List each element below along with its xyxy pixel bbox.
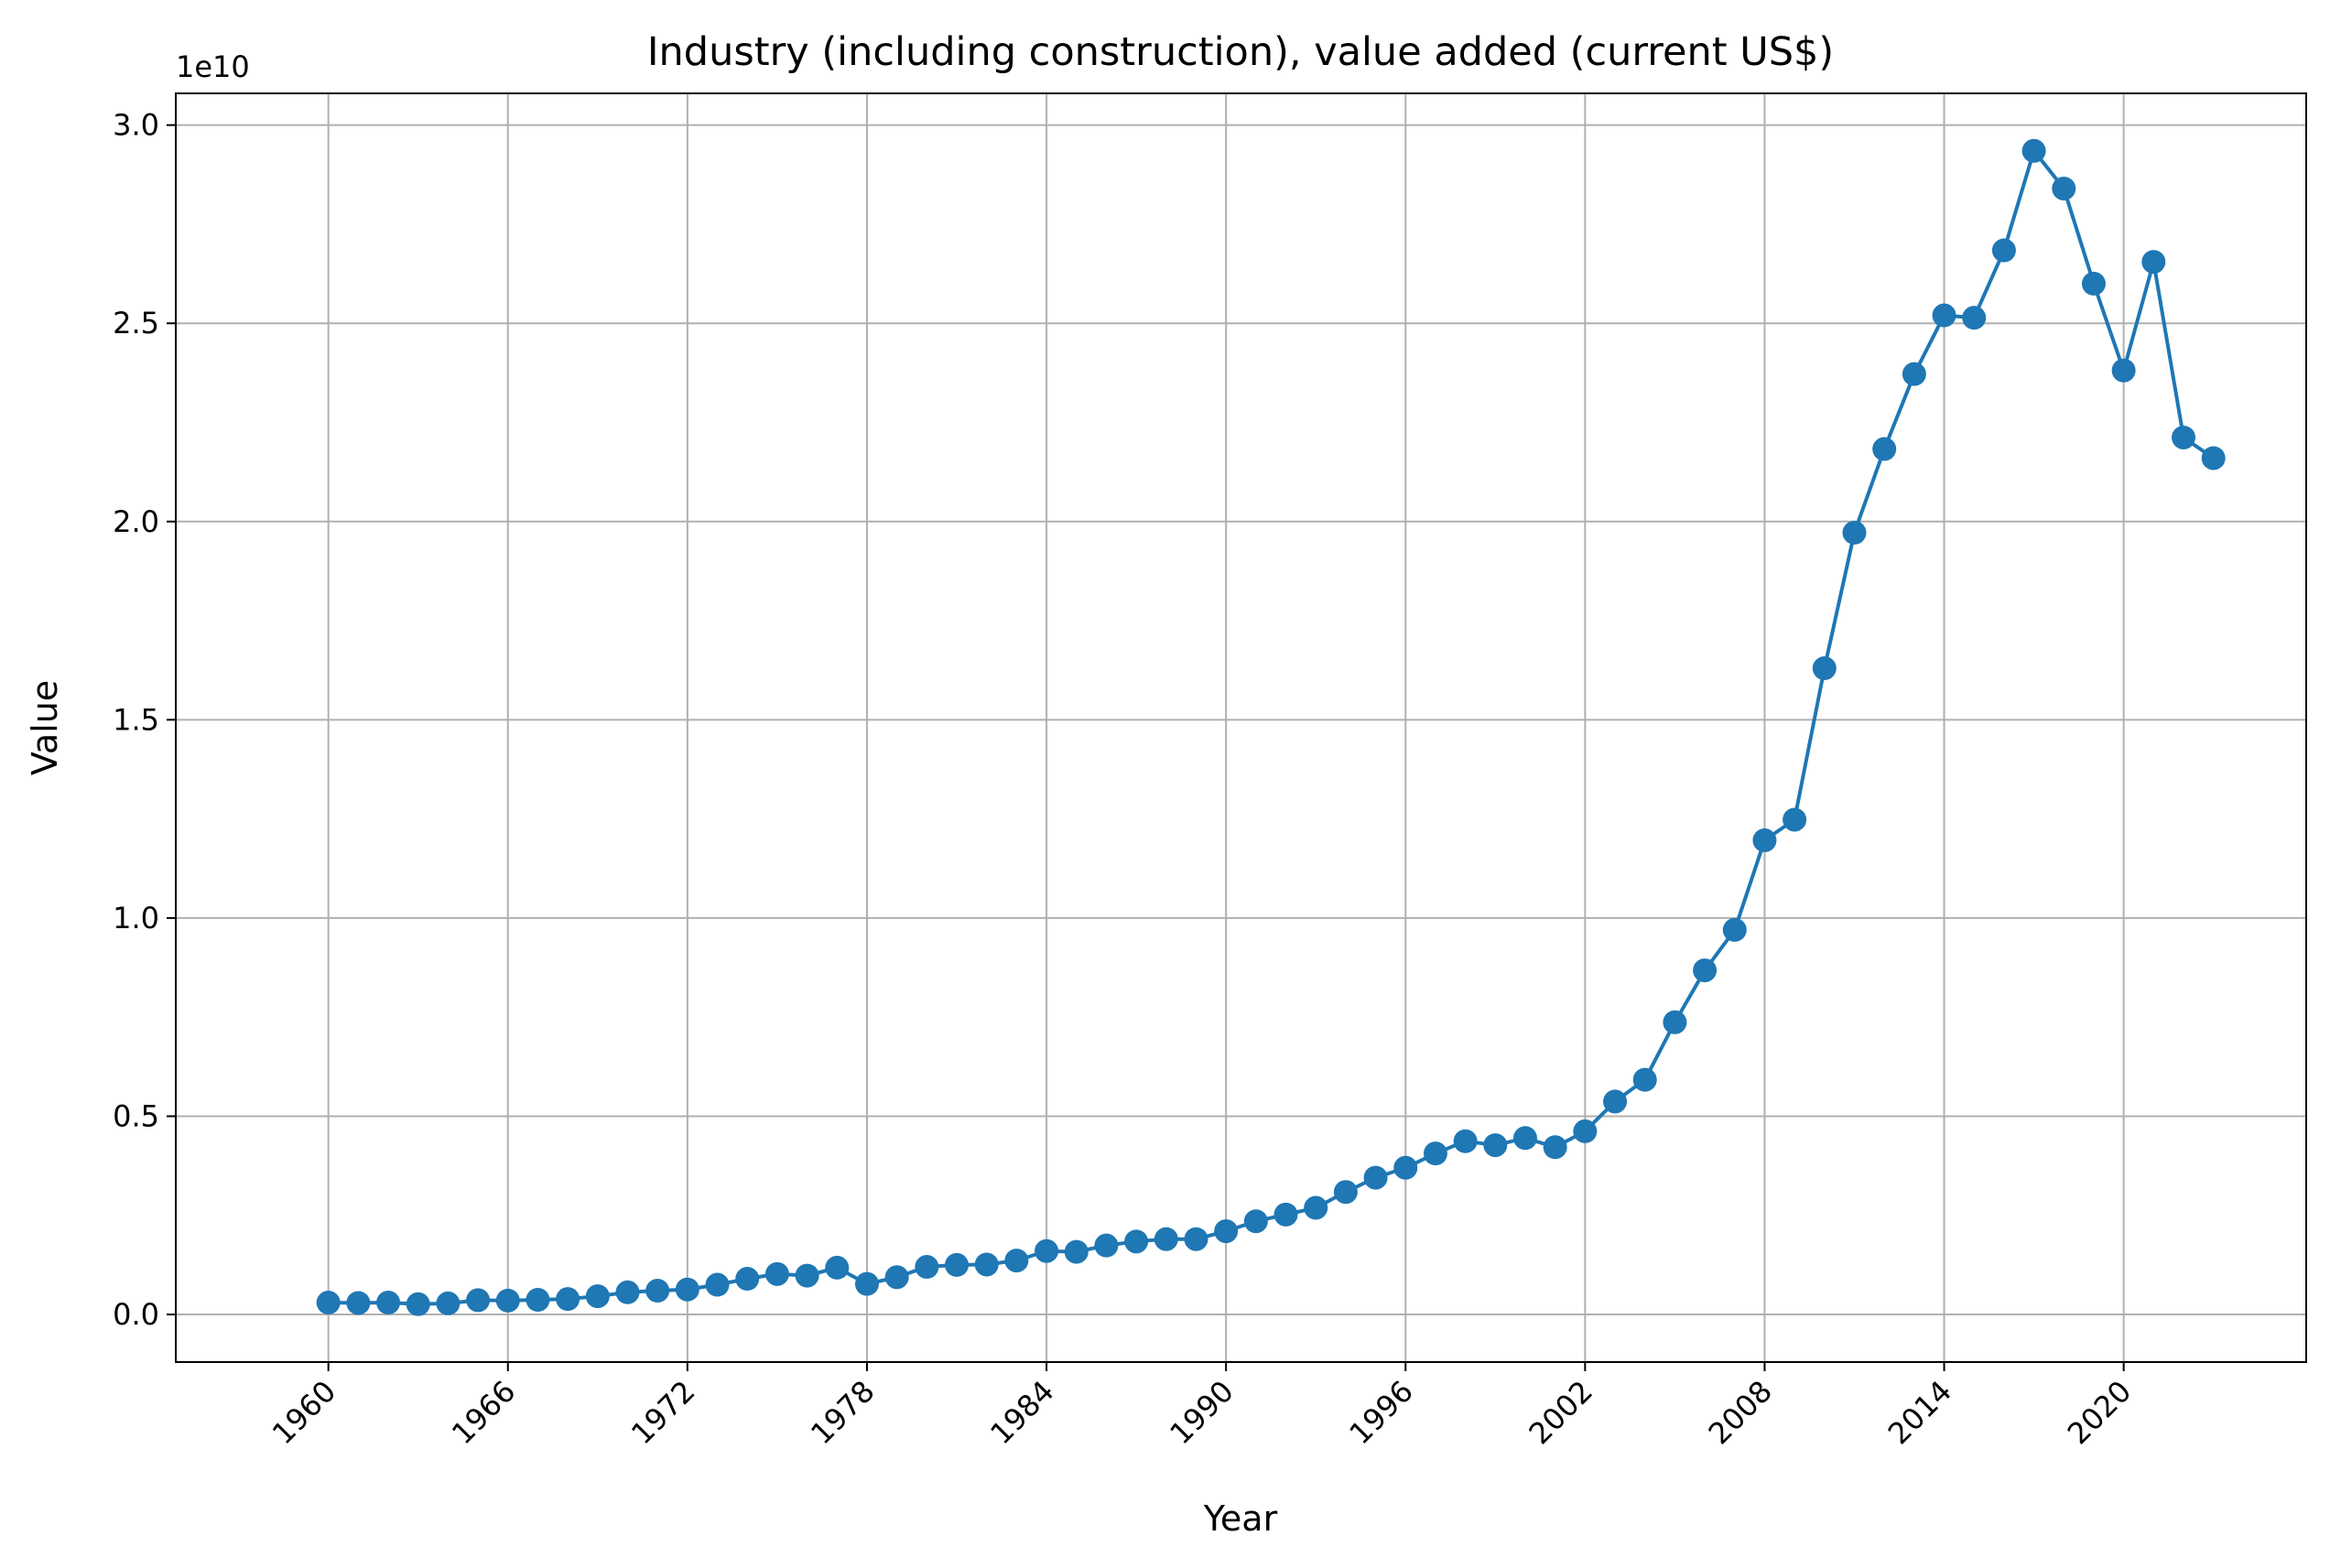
data-point [1962, 306, 1987, 330]
data-point [1932, 303, 1956, 328]
data-point [1543, 1135, 1567, 1160]
data-point [615, 1280, 640, 1304]
x-tick-label: 2002 [1523, 1374, 1599, 1451]
data-point [1273, 1202, 1298, 1227]
data-point [2021, 138, 2046, 163]
chart-title: Industry (including construction), value… [647, 29, 1834, 75]
grid [176, 93, 2306, 1362]
data-point [1064, 1239, 1089, 1264]
x-axis: 1960 1966 1972 1978 1984 1990 1996 2002 2008 2014… [266, 1362, 2138, 1451]
data-point [915, 1255, 939, 1280]
data-point [1483, 1133, 1508, 1158]
data-point [795, 1263, 819, 1288]
data-point [645, 1279, 670, 1303]
data-point [1512, 1126, 1537, 1151]
data-point [1842, 520, 1867, 545]
data-points [316, 138, 2226, 1316]
y-axis: 0.0 0.5 1.0 1.5 2.0 2.5 3.0 [113, 108, 176, 1332]
x-tick-label: 1996 [1342, 1374, 1419, 1451]
data-point [1154, 1227, 1178, 1251]
y-tick-label: 3.0 [113, 108, 159, 143]
x-tick-label: 2014 [1881, 1374, 1958, 1451]
data-point [1004, 1249, 1029, 1273]
data-point [1393, 1155, 1418, 1180]
data-point [1722, 917, 1747, 942]
data-point [436, 1291, 461, 1315]
data-point [1214, 1219, 1239, 1244]
data-point [406, 1292, 430, 1316]
data-point [854, 1271, 879, 1296]
data-point [945, 1252, 970, 1277]
data-point [376, 1291, 401, 1315]
y-tick-label: 1.0 [113, 901, 159, 935]
data-point [495, 1288, 520, 1313]
data-point [585, 1284, 610, 1309]
data-point [1902, 362, 1926, 386]
data-point [316, 1291, 341, 1315]
x-tick-label: 2008 [1702, 1374, 1779, 1451]
x-axis-label: Year [1203, 1498, 1278, 1539]
data-point [2111, 358, 2136, 383]
y-tick-label: 0.5 [113, 1098, 159, 1133]
plot-frame [175, 92, 2307, 1363]
data-point [884, 1265, 909, 1290]
data-point [1094, 1233, 1119, 1258]
data-point [1603, 1089, 1628, 1114]
x-tick-label: 1960 [266, 1374, 342, 1451]
x-tick-label: 1966 [445, 1374, 522, 1451]
data-point [1184, 1227, 1208, 1251]
y-axis-label: Value [25, 680, 65, 775]
y-axis-exponent: 1e10 [176, 49, 250, 84]
data-point [764, 1261, 789, 1286]
data-point [526, 1287, 550, 1312]
y-tick-label: 2.0 [113, 504, 159, 539]
y-tick-label: 2.5 [113, 306, 159, 341]
data-point [1453, 1129, 1478, 1153]
data-point [974, 1252, 999, 1277]
data-point [705, 1272, 730, 1297]
y-tick-label: 1.5 [113, 702, 159, 737]
x-tick-label: 2020 [2061, 1374, 2138, 1451]
data-point [1035, 1238, 1059, 1263]
x-tick-label: 1972 [624, 1374, 701, 1451]
data-point [556, 1287, 580, 1312]
data-point [1812, 656, 1837, 681]
data-point [1304, 1195, 1328, 1220]
series-line [328, 146, 2215, 1306]
data-point [1872, 437, 1897, 461]
data-point [1991, 238, 2016, 263]
y-tick-label: 0.0 [113, 1297, 159, 1332]
data-point [825, 1255, 850, 1280]
data-point [735, 1267, 760, 1292]
data-point [1124, 1229, 1149, 1254]
data-point [1573, 1119, 1598, 1143]
x-tick-label: 1978 [804, 1374, 881, 1451]
data-point [1693, 958, 1718, 983]
data-point [1783, 807, 1807, 832]
data-point [2052, 176, 2076, 200]
x-tick-label: 1984 [983, 1374, 1060, 1451]
data-point [346, 1291, 371, 1315]
data-point [2081, 271, 2106, 296]
data-point [1663, 1010, 1687, 1034]
data-point [1423, 1141, 1447, 1166]
data-point [1333, 1180, 1358, 1205]
data-point [1363, 1165, 1388, 1190]
data-point [466, 1288, 491, 1313]
data-point [1243, 1209, 1268, 1234]
x-tick-label: 1990 [1163, 1374, 1240, 1451]
data-point [675, 1277, 699, 1302]
data-point [1632, 1067, 1657, 1092]
data-point [2172, 425, 2196, 449]
data-point [2201, 446, 2226, 470]
data-point [1752, 828, 1777, 853]
data-point [2141, 250, 2166, 275]
